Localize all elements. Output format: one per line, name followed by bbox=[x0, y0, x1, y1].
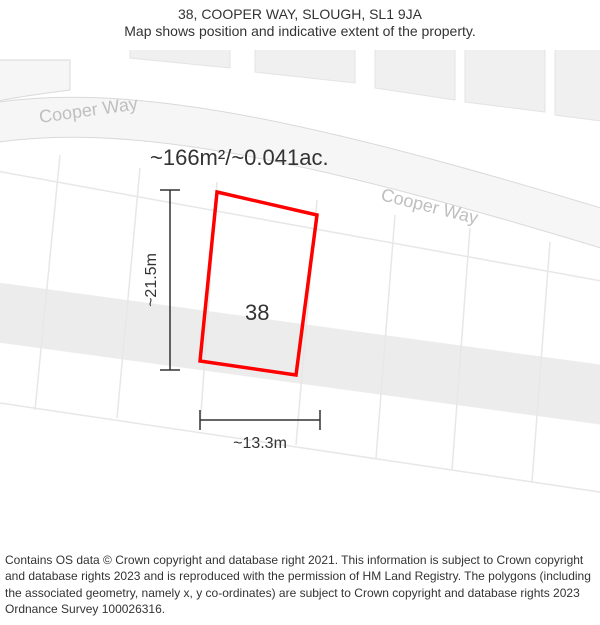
building-footprint bbox=[555, 50, 600, 126]
header: 38, COOPER WAY, SLOUGH, SL1 9JA Map show… bbox=[0, 0, 600, 39]
page: 38, COOPER WAY, SLOUGH, SL1 9JA Map show… bbox=[0, 0, 600, 625]
building-footprint bbox=[465, 50, 545, 112]
map-svg: Cooper WayCooper Way~166m²/~0.041ac.38~2… bbox=[0, 50, 600, 530]
page-subtitle: Map shows position and indicative extent… bbox=[0, 23, 600, 39]
plot-number-label: 38 bbox=[245, 300, 269, 325]
dim-label-width: ~13.3m bbox=[233, 435, 287, 452]
footer-copyright: Contains OS data © Crown copyright and d… bbox=[0, 547, 600, 625]
map: Cooper WayCooper Way~166m²/~0.041ac.38~2… bbox=[0, 50, 600, 530]
page-title: 38, COOPER WAY, SLOUGH, SL1 9JA bbox=[0, 6, 600, 22]
area-label: ~166m²/~0.041ac. bbox=[150, 145, 329, 170]
dim-label-height: ~21.5m bbox=[143, 253, 160, 307]
